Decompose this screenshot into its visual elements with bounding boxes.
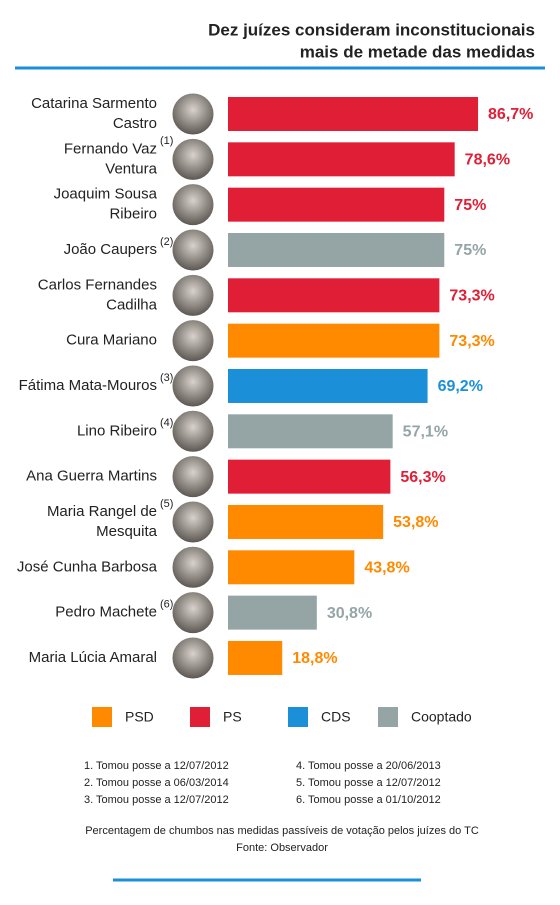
category-label: Joaquim Sousa — [54, 186, 158, 203]
category-label: Fernando Vaz — [64, 140, 157, 157]
value-label: 18,8% — [292, 650, 337, 667]
bar — [228, 187, 445, 222]
footnote-mark: (5) — [160, 498, 173, 510]
category-label: João Caupers — [64, 241, 157, 258]
caption: Percentagem de chumbos nas medidas passí… — [85, 825, 479, 837]
footnote: 1. Tomou posse a 12/07/2012 — [84, 760, 229, 772]
value-label: 73,3% — [449, 333, 494, 350]
category-label: José Cunha Barbosa — [17, 558, 158, 575]
bar — [228, 595, 317, 630]
value-label: 56,3% — [400, 469, 445, 486]
legend-label: PSD — [125, 709, 154, 725]
photo — [171, 137, 215, 181]
value-label: 75% — [454, 242, 486, 259]
footnote: 3. Tomou posse a 12/07/2012 — [84, 794, 229, 806]
bar — [228, 459, 391, 494]
bar — [228, 97, 479, 131]
photo — [171, 92, 215, 136]
footnote-mark: (4) — [160, 417, 173, 429]
category-label: Castro — [113, 115, 157, 132]
category-label: Cadilha — [106, 296, 158, 313]
chart-title: mais de metade das medidas — [300, 42, 535, 61]
category-label: Lino Ribeiro — [77, 422, 157, 439]
value-label: 86,7% — [488, 106, 533, 123]
value-label: 30,8% — [327, 605, 372, 622]
footnote: 6. Tomou posse a 01/10/2012 — [296, 794, 441, 806]
footnote-mark: (6) — [160, 599, 173, 611]
photo — [171, 319, 215, 363]
photo — [171, 500, 215, 544]
category-label: Catarina Sarmento — [31, 95, 157, 112]
bar — [228, 368, 428, 403]
legend-label: Cooptado — [411, 709, 472, 725]
bar — [228, 640, 283, 675]
photo — [171, 455, 215, 499]
category-label: Fátima Mata-Mouros — [19, 377, 157, 394]
photo — [171, 228, 215, 272]
footnote: 5. Tomou posse a 12/07/2012 — [296, 777, 441, 789]
footnote: 4. Tomou posse a 20/06/2013 — [296, 760, 441, 772]
legend-swatch — [378, 707, 398, 727]
legend-label: CDS — [321, 709, 351, 725]
legend-swatch — [288, 707, 308, 727]
legend-label: PS — [223, 709, 242, 725]
footnote: 2. Tomou posse a 06/03/2014 — [84, 777, 229, 789]
footnote-mark: (3) — [160, 372, 173, 384]
category-label: Pedro Machete — [55, 604, 157, 621]
value-label: 73,3% — [449, 288, 494, 305]
caption: Fonte: Observador — [236, 842, 328, 854]
bar — [228, 232, 445, 267]
photo — [171, 545, 215, 589]
bar — [228, 550, 355, 585]
footnote-mark: (2) — [160, 236, 173, 248]
value-label: 53,8% — [393, 514, 438, 531]
bar — [228, 323, 440, 358]
category-label: Mesquita — [96, 523, 158, 540]
category-label: Maria Lúcia Amaral — [29, 649, 157, 666]
chart-title: Dez juízes consideram inconstitucionais — [208, 20, 535, 39]
value-label: 75% — [454, 197, 486, 214]
legend-swatch — [92, 707, 112, 727]
value-label: 69,2% — [438, 378, 483, 395]
category-label: Maria Rangel de — [47, 503, 157, 520]
category-label: Cura Mariano — [66, 332, 157, 349]
photo — [171, 273, 215, 317]
value-label: 78,6% — [465, 152, 510, 169]
category-label: Ana Guerra Martins — [26, 468, 157, 485]
photo — [171, 591, 215, 635]
photo — [171, 364, 215, 408]
bar — [228, 414, 393, 449]
bar — [228, 504, 384, 539]
bar — [228, 278, 440, 313]
category-label: Ventura — [105, 160, 157, 177]
value-label: 57,1% — [403, 424, 448, 441]
bar — [228, 142, 455, 177]
value-label: 43,8% — [364, 560, 409, 577]
photo — [171, 636, 215, 680]
category-label: Ribeiro — [109, 206, 157, 223]
photo — [171, 183, 215, 227]
photo — [171, 409, 215, 453]
footnote-mark: (1) — [160, 135, 173, 147]
category-label: Carlos Fernandes — [38, 276, 157, 293]
legend-swatch — [190, 707, 210, 727]
